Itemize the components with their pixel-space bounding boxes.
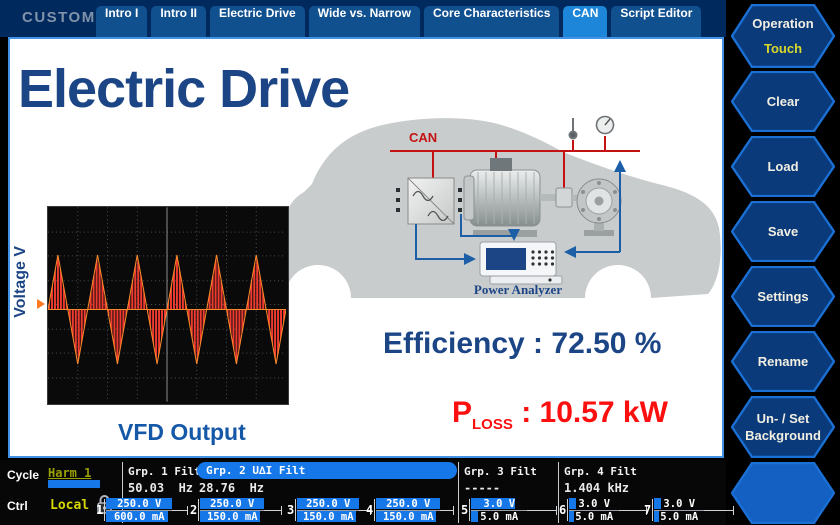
app-title: CUSTOM <box>22 9 96 26</box>
channel-5[interactable]: 5 3.0 V 5.0 mA <box>461 496 558 524</box>
ctrl-label: Ctrl <box>7 499 28 513</box>
group-1-frequency: 50.03 Hz <box>128 481 194 495</box>
tab-wide-vs-narrow[interactable]: Wide vs. Narrow <box>308 6 420 37</box>
sidebar-button-settings[interactable]: Settings <box>731 266 835 327</box>
cycle-mode-value[interactable]: Harm 1 <box>48 466 92 480</box>
channel-2[interactable]: 2 250.0 V 150.0 mA <box>190 496 283 524</box>
sidebar-button-clear[interactable]: Clear <box>731 71 835 132</box>
vfd-waveform <box>47 254 287 365</box>
tab-electric-drive[interactable]: Electric Drive <box>210 6 305 37</box>
sidebar-button-rename[interactable]: Rename <box>731 331 835 392</box>
can-bus-label: CAN <box>409 130 438 145</box>
rename-label: Rename <box>757 354 809 369</box>
motor-icon <box>463 158 558 237</box>
separator <box>558 462 559 523</box>
cycle-progress-bar <box>48 480 100 488</box>
background-label-line2: Background <box>745 428 821 443</box>
channel-7-voltage: 3.0 V <box>663 498 696 510</box>
sidebar-button-operation[interactable]: Operation Touch <box>731 4 835 68</box>
oscilloscope-graphic <box>47 207 287 402</box>
group-2-name: Grp. 2 U∆I Filt <box>206 464 306 477</box>
separator <box>458 462 459 523</box>
group-1-name[interactable]: Grp. 1 Filt <box>128 465 201 478</box>
ploss-readout: PLOSS : 10.57 kW <box>452 396 668 433</box>
tab-strip: Intro I Intro II Electric Drive Wide vs.… <box>96 6 702 37</box>
channel-3-voltage: 250.0 V <box>306 498 351 510</box>
temperature-sensor-icon <box>568 118 578 140</box>
save-label: Save <box>767 224 799 239</box>
top-bar: CUSTOM Intro I Intro II Electric Drive W… <box>0 0 728 37</box>
sidebar-button-save[interactable]: Save <box>731 201 835 262</box>
scope-y-label: Voltage V <box>12 246 29 318</box>
channel-4[interactable]: 4 250.0 V 150.0 mA <box>366 496 455 524</box>
channel-2-voltage: 250.0 V <box>210 498 255 510</box>
channel-3[interactable]: 3 250.0 V 150.0 mA <box>287 496 372 524</box>
sidebar: Operation Touch Clear Load Save Settings … <box>726 0 840 525</box>
separator <box>122 462 123 523</box>
load-machine-icon <box>576 178 622 236</box>
tab-can[interactable]: CAN <box>563 6 608 37</box>
channel-1-current: 600.0 mA <box>113 511 165 523</box>
channel-7-current: 5.0 mA <box>660 511 699 523</box>
signal-wires <box>415 160 626 265</box>
tab-intro-i[interactable]: Intro I <box>96 6 148 37</box>
group-2-frequency: 28.76 Hz <box>199 481 265 495</box>
channel-3-current: 150.0 mA <box>302 511 354 523</box>
ploss-subscript: LOSS <box>472 416 513 433</box>
channel-1[interactable]: 1 250.0 V 600.0 mA <box>96 496 189 524</box>
channel-2-current: 150.0 mA <box>206 511 258 523</box>
tab-script-editor[interactable]: Script Editor <box>611 6 702 37</box>
channel-6-current: 5.0 mA <box>575 511 614 523</box>
power-analyzer-label: Power Analyzer <box>473 282 563 297</box>
ploss-symbol: P <box>452 396 473 429</box>
ploss-value: : 10.57 kW <box>512 396 668 429</box>
group-4-name[interactable]: Grp. 4 Filt <box>564 465 637 478</box>
trigger-marker-icon <box>37 299 45 309</box>
load-label: Load <box>767 159 799 174</box>
sidebar-button-background[interactable]: Un- / Set Background <box>731 396 835 458</box>
inverter-icon <box>396 177 462 225</box>
can-bus-line <box>390 136 640 188</box>
channel-6-voltage: 3.0 V <box>578 498 611 510</box>
sidebar-button-load[interactable]: Load <box>731 136 835 197</box>
cycle-label: Cycle <box>7 468 40 482</box>
group-2-tab[interactable]: Grp. 2 U∆I Filt <box>197 462 457 479</box>
group-4-frequency: 1.404 kHz <box>564 481 630 495</box>
clear-label: Clear <box>766 94 800 109</box>
group-3-name[interactable]: Grp. 3 Filt <box>464 465 537 478</box>
tab-intro-ii[interactable]: Intro II <box>151 6 206 37</box>
efficiency-readout: Efficiency : 72.50 % <box>383 327 662 360</box>
channel-5-current: 5.0 mA <box>480 511 519 523</box>
torque-sensor-icon <box>555 187 580 208</box>
operation-mode-value: Touch <box>763 41 803 56</box>
tab-core-characteristics[interactable]: Core Characteristics <box>423 6 560 37</box>
drivetrain-diagram-graphic <box>272 115 721 298</box>
settings-label: Settings <box>757 289 809 304</box>
channel-6[interactable]: 6 3.0 V 5.0 mA <box>559 496 648 524</box>
oscilloscope-view <box>47 206 289 405</box>
group-3-frequency: ----- <box>464 481 501 495</box>
pressure-gauge-icon <box>595 115 615 135</box>
channel-7[interactable]: 7 3.0 V 5.0 mA <box>644 496 735 524</box>
channel-1-voltage: 250.0 V <box>117 498 162 510</box>
status-bar: Cycle Harm 1 Ctrl Local Grp. 1 Filt 50.0… <box>0 460 735 525</box>
power-analyzer-icon <box>479 241 563 285</box>
scope-caption: VFD Output <box>118 419 246 445</box>
background-label-line1: Un- / Set <box>756 411 810 426</box>
channel-4-current: 150.0 mA <box>382 511 434 523</box>
channel-5-voltage: 3.0 V <box>483 498 516 510</box>
page-title: Electric Drive <box>18 59 350 119</box>
channel-4-voltage: 250.0 V <box>386 498 431 510</box>
sidebar-button-blank[interactable] <box>731 462 835 524</box>
operation-label: Operation <box>752 16 814 31</box>
ctrl-mode-value[interactable]: Local <box>50 498 90 513</box>
